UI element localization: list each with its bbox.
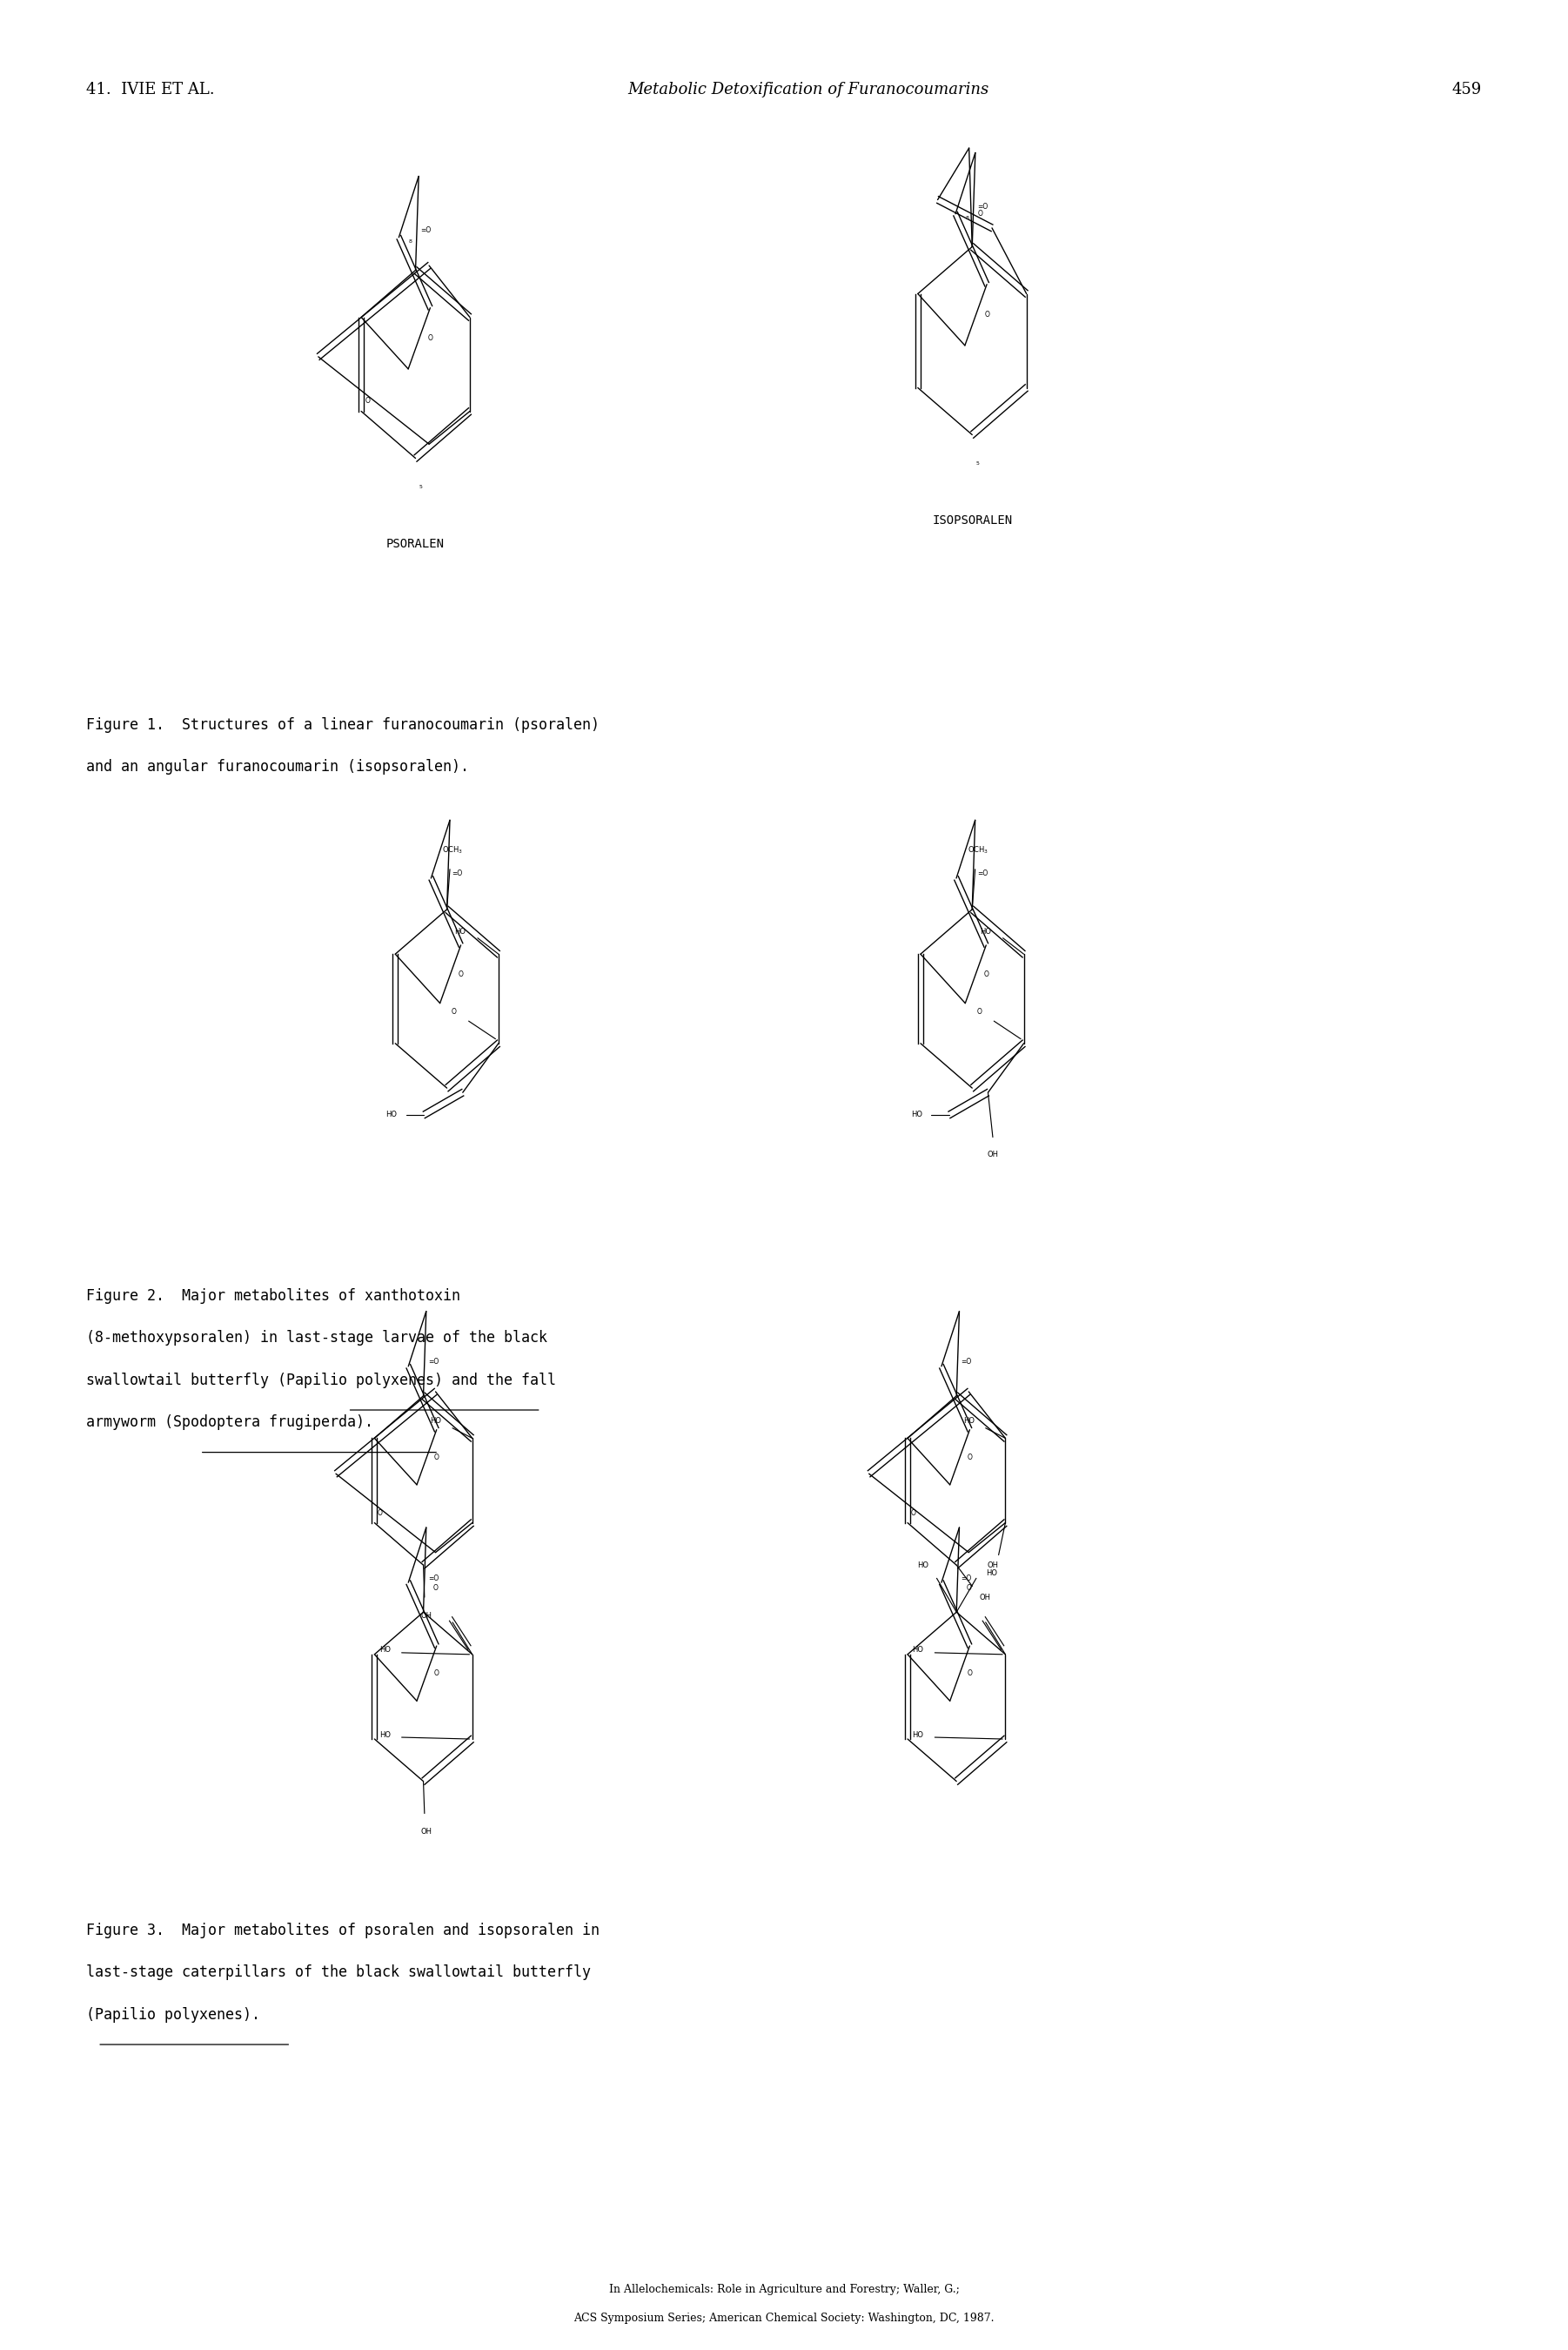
Text: HO: HO: [911, 1112, 922, 1119]
Text: OH: OH: [988, 1563, 999, 1570]
Text: (8-methoxypsoralen) in last-stage larvae of the black: (8-methoxypsoralen) in last-stage larvae…: [86, 1330, 547, 1347]
Text: 41.  IVIE ET AL.: 41. IVIE ET AL.: [86, 82, 215, 96]
Text: O: O: [433, 1584, 437, 1593]
Text: 5: 5: [975, 461, 978, 465]
Text: =O: =O: [420, 226, 431, 233]
Text: OCH$_3$: OCH$_3$: [442, 846, 463, 855]
Text: 459: 459: [1452, 82, 1482, 96]
Text: =O: =O: [961, 1574, 972, 1582]
Text: and an angular furanocoumarin (isopsoralen).: and an angular furanocoumarin (isopsoral…: [86, 759, 469, 776]
Text: HO: HO: [430, 1417, 441, 1424]
Text: O: O: [378, 1509, 383, 1518]
Text: HO: HO: [917, 1563, 928, 1570]
Text: OH: OH: [420, 1612, 431, 1619]
Text: O: O: [458, 971, 464, 978]
Text: O: O: [452, 1008, 456, 1015]
Text: OH: OH: [988, 1152, 999, 1159]
Text: =O: =O: [428, 1358, 439, 1365]
Text: HO: HO: [963, 1417, 974, 1424]
Text: HO: HO: [455, 928, 466, 935]
Text: swallowtail butterfly (Papilio polyxenes) and the fall: swallowtail butterfly (Papilio polyxenes…: [86, 1372, 557, 1389]
Text: 8: 8: [409, 240, 412, 244]
Text: O: O: [967, 1452, 972, 1462]
Text: =O: =O: [977, 870, 988, 877]
Text: HO: HO: [986, 1570, 997, 1577]
Text: HO: HO: [379, 1647, 390, 1654]
Text: O: O: [983, 971, 989, 978]
Text: O: O: [967, 1668, 972, 1678]
Text: ACS Symposium Series; American Chemical Society: Washington, DC, 1987.: ACS Symposium Series; American Chemical …: [574, 2312, 994, 2324]
Text: =O: =O: [428, 1574, 439, 1582]
Text: O: O: [911, 1509, 916, 1518]
Text: =O: =O: [452, 870, 463, 877]
Text: In Allelochemicals: Role in Agriculture and Forestry; Waller, G.;: In Allelochemicals: Role in Agriculture …: [608, 2284, 960, 2296]
Text: Figure 1.  Structures of a linear furanocoumarin (psoralen): Figure 1. Structures of a linear furanoc…: [86, 717, 599, 733]
Text: O: O: [434, 1452, 439, 1462]
Text: O: O: [985, 310, 989, 320]
Text: HO: HO: [379, 1732, 390, 1739]
Text: Metabolic Detoxification of Furanocoumarins: Metabolic Detoxification of Furanocoumar…: [627, 82, 988, 96]
Text: =O: =O: [977, 202, 988, 209]
Text: OH: OH: [420, 1828, 431, 1835]
Text: O: O: [977, 1008, 982, 1015]
Text: O: O: [365, 397, 370, 404]
Text: HO: HO: [913, 1647, 924, 1654]
Text: (Papilio polyxenes).: (Papilio polyxenes).: [86, 2007, 260, 2023]
Text: armyworm (Spodoptera frugiperda).: armyworm (Spodoptera frugiperda).: [86, 1415, 373, 1431]
Text: O: O: [978, 209, 983, 219]
Text: Figure 2.  Major metabolites of xanthotoxin: Figure 2. Major metabolites of xanthotox…: [86, 1288, 461, 1304]
Text: HO: HO: [980, 928, 991, 935]
Text: OCH$_3$: OCH$_3$: [967, 846, 988, 855]
Text: ISOPSORALEN: ISOPSORALEN: [931, 515, 1013, 526]
Text: PSORALEN: PSORALEN: [386, 538, 445, 550]
Text: 5: 5: [419, 484, 422, 489]
Text: O: O: [966, 1584, 971, 1593]
Text: Figure 3.  Major metabolites of psoralen and isopsoralen in: Figure 3. Major metabolites of psoralen …: [86, 1922, 599, 1939]
Text: OH: OH: [978, 1593, 991, 1600]
Text: last-stage caterpillars of the black swallowtail butterfly: last-stage caterpillars of the black swa…: [86, 1965, 591, 1981]
Text: O: O: [428, 334, 433, 343]
Text: =O: =O: [961, 1358, 972, 1365]
Text: HO: HO: [386, 1112, 397, 1119]
Text: 8: 8: [966, 216, 969, 221]
Text: HO: HO: [913, 1732, 924, 1739]
Text: O: O: [434, 1668, 439, 1678]
